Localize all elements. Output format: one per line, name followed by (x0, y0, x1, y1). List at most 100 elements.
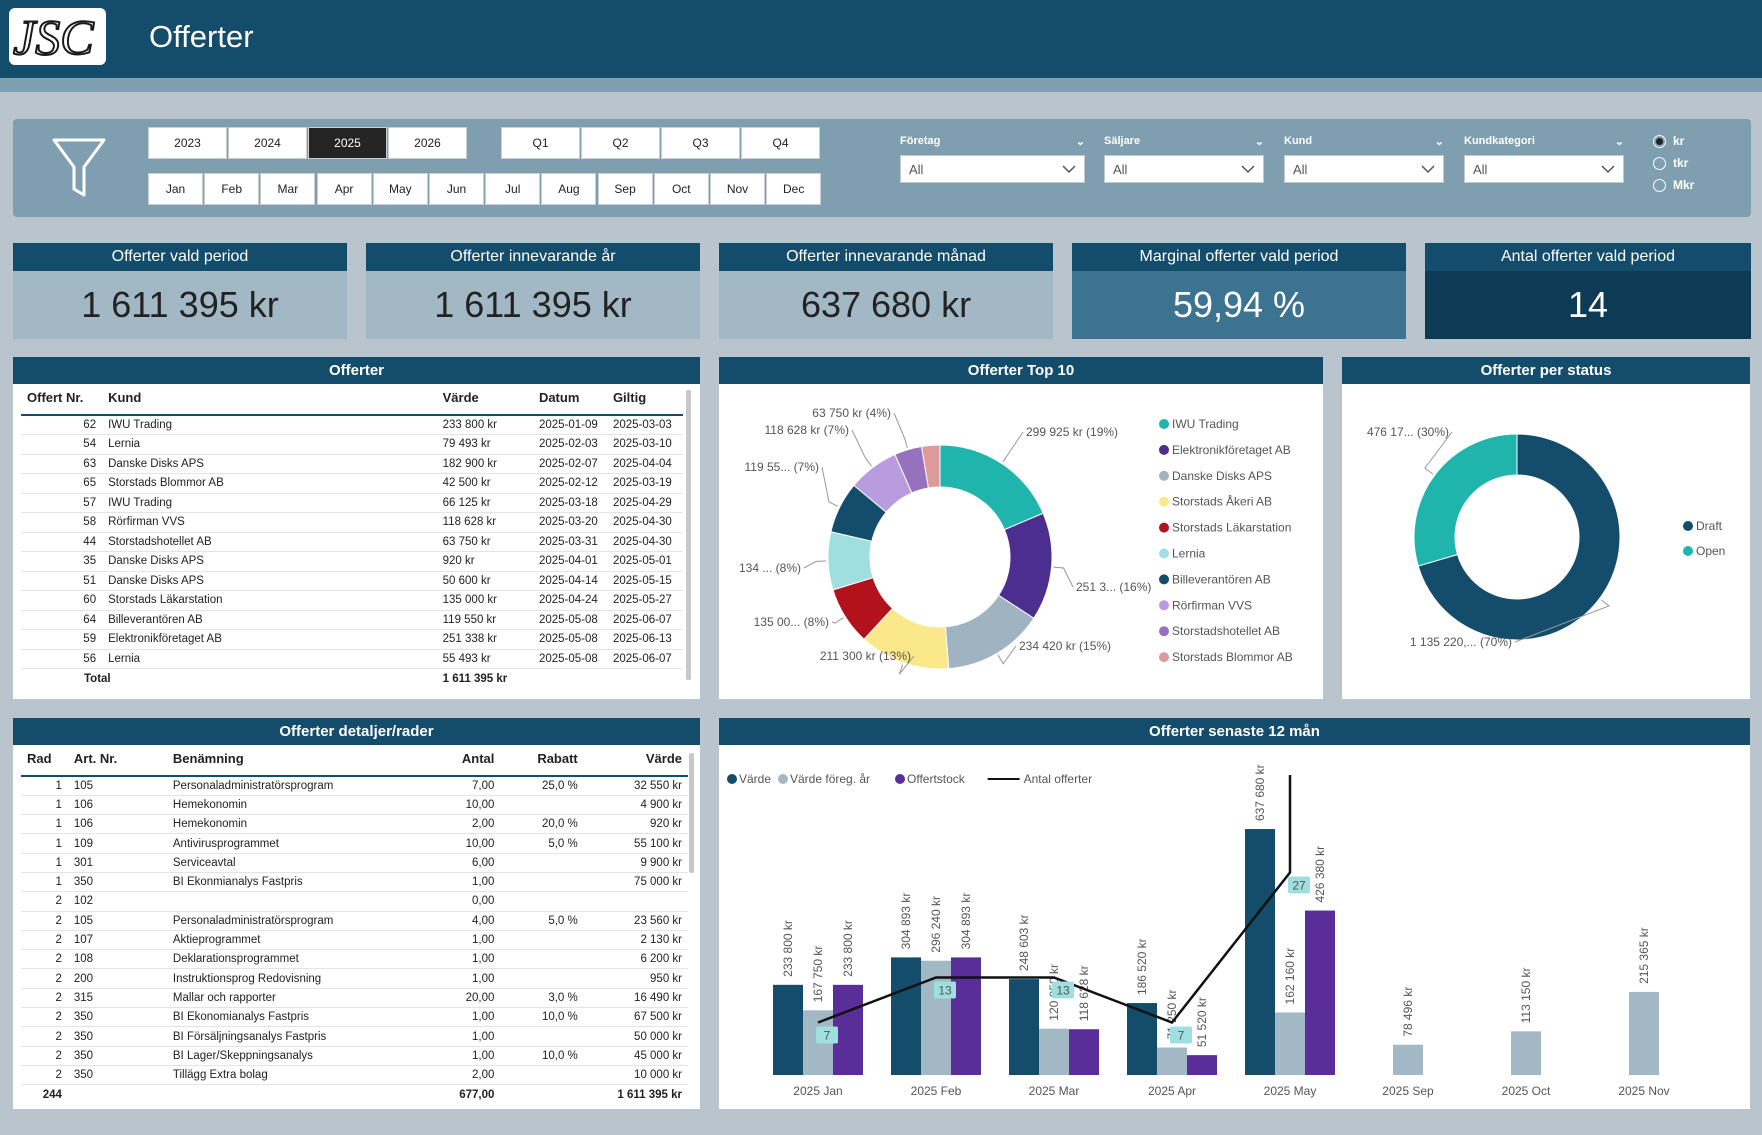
donut-slice[interactable] (1417, 433, 1621, 641)
table-row[interactable]: 2 107 Aktieprogrammet 1,00 2 130 kr (21, 930, 688, 951)
column-header[interactable]: Värde (583, 745, 688, 777)
offers-scrollbar[interactable] (686, 390, 691, 680)
column-header[interactable]: Kund (102, 384, 437, 416)
table-row[interactable]: 2 350 Tillägg Extra bolag 2,00 10 000 kr (21, 1065, 688, 1086)
table-row[interactable]: 1 350 BI Ekonmianalys Fastpris 1,00 75 000 k… (21, 872, 688, 893)
table-row[interactable]: 65 Storstads Blommor AB 42 500 kr 2025-02-1… (21, 473, 683, 494)
bar[interactable] (1157, 1047, 1187, 1075)
line-series[interactable] (817, 775, 1292, 1024)
table-row[interactable]: 1 109 Antivirusprogrammet 10,00 5,0 % 55 100 … (21, 833, 688, 854)
legend-label[interactable]: Danske Disks APS (1172, 469, 1272, 483)
month-sep[interactable]: Sep (597, 173, 653, 205)
table-row[interactable]: 44 Storstadshotellet AB 63 750 kr 2025-03-3… (21, 532, 683, 552)
column-header[interactable]: Rad (21, 745, 68, 777)
month-dec[interactable]: Dec (766, 173, 822, 205)
unit-kr[interactable]: kr (1653, 134, 1684, 148)
bar[interactable] (1187, 1055, 1217, 1075)
bar[interactable] (1305, 910, 1335, 1075)
radio-icon[interactable] (1653, 134, 1666, 148)
table-row[interactable]: 57 IWU Trading 66 125 kr 2025-03-18 2025-04-… (21, 493, 683, 513)
legend-label[interactable]: Storstads Åkeri AB (1172, 494, 1272, 509)
table-row[interactable]: 2 102 0,00 (21, 891, 688, 912)
bar[interactable] (1511, 1031, 1541, 1075)
table-row[interactable]: 2 350 BI Ekonomianalys Fastpris 1,00 10,0 % 6… (21, 1007, 688, 1028)
table-row[interactable]: 56 Lernia 55 493 kr 2025-05-08 2025-06-07 (21, 649, 683, 669)
quarter-q1[interactable]: Q1 (501, 127, 580, 159)
dropdown-företag[interactable]: Företag ⌄ All (900, 135, 1085, 183)
legend-label[interactable]: Draft (1696, 519, 1723, 533)
table-row[interactable]: 54 Lernia 79 493 kr 2025-02-03 2025-03-10 (21, 434, 683, 455)
table-row[interactable]: 2 105 Personaladministratörsprogram 4,00 5,0… (21, 911, 688, 931)
bar[interactable] (1629, 991, 1659, 1075)
table-row[interactable]: 1 106 Hemekonomin 2,00 20,0 % 920 kr (21, 814, 688, 835)
legend-label[interactable]: Elektronikföretaget AB (1172, 443, 1291, 457)
month-jan[interactable]: Jan (148, 173, 203, 205)
table-row[interactable]: 58 Rörfirman VVS 118 628 kr 2025-03-20 2025-… (21, 512, 683, 533)
unit-tkr[interactable]: tkr (1653, 156, 1688, 170)
table-row[interactable]: 2 350 BI Lager/Skeppningsanalys 1,00 10,0 % 4… (21, 1046, 688, 1066)
bar[interactable] (921, 960, 951, 1075)
column-header[interactable]: Värde (436, 384, 533, 416)
table-row[interactable]: 51 Danske Disks APS 50 600 kr 2025-04-14 202… (21, 571, 683, 591)
year-2025[interactable]: 2025 (308, 127, 387, 159)
legend-label[interactable]: Storstads Läkarstation (1172, 521, 1291, 535)
table-row[interactable]: 2 315 Mallar och rapporter 20,00 3,0 % 16 490… (21, 988, 688, 1009)
donut-slice[interactable] (939, 444, 1044, 531)
month-may[interactable]: May (372, 173, 428, 205)
column-header[interactable]: Antal (417, 745, 501, 777)
bar[interactable] (951, 957, 981, 1075)
legend-label[interactable]: Storstadshotellet AB (1172, 624, 1280, 638)
table-row[interactable]: 2 108 Deklarationsprogrammet 1,00 6 200 kr (21, 949, 688, 970)
month-jun[interactable]: Jun (429, 173, 484, 205)
table-row[interactable]: 59 Elektronikföretaget AB 251 338 kr 2025-0… (21, 629, 683, 650)
legend-label[interactable]: Offertstock (907, 772, 966, 786)
table-row[interactable]: 35 Danske Disks APS 920 kr 2025-04-01 2025-0… (21, 551, 683, 572)
bar[interactable] (1275, 1012, 1305, 1075)
legend-label[interactable]: Open (1696, 544, 1725, 558)
table-row[interactable]: 60 Storstads Läkarstation 135 000 kr 2025-0… (21, 590, 683, 611)
bar[interactable] (773, 984, 803, 1075)
bar[interactable] (1039, 1028, 1069, 1075)
month-oct[interactable]: Oct (653, 173, 709, 205)
year-2023[interactable]: 2023 (148, 127, 227, 159)
year-2024[interactable]: 2024 (228, 127, 307, 159)
legend-label[interactable]: Billeverantören AB (1172, 572, 1271, 586)
table-row[interactable]: 1 105 Personaladministratörsprogram 7,00 25,… (21, 776, 688, 796)
column-header[interactable]: Rabatt (500, 745, 584, 777)
dropdown-value[interactable]: All (1464, 155, 1624, 183)
donut-slice[interactable] (1413, 433, 1518, 567)
column-header[interactable]: Offert Nr. (21, 384, 103, 416)
legend-label[interactable]: Lernia (1172, 547, 1206, 561)
table-row[interactable]: 64 Billeverantören AB 119 550 kr 2025-05-08… (21, 610, 683, 630)
bar[interactable] (891, 957, 921, 1075)
bar[interactable] (1245, 829, 1275, 1075)
donut-slice[interactable] (920, 444, 941, 489)
legend-label[interactable]: Värde föreg. år (790, 772, 870, 786)
column-header[interactable]: Giltig (606, 384, 683, 416)
table-row[interactable]: 1 301 Serviceavtal 6,00 9 900 kr (21, 853, 688, 873)
unit-mkr[interactable]: Mkr (1653, 178, 1694, 192)
bar[interactable] (1069, 1029, 1099, 1075)
table-row[interactable]: 62 IWU Trading 233 800 kr 2025-01-09 2025-03… (21, 415, 683, 435)
dropdown-value[interactable]: All (1284, 155, 1444, 183)
quarter-q4[interactable]: Q4 (741, 127, 820, 159)
table-row[interactable]: 1 106 Hemekonomin 10,00 4 900 kr (21, 795, 688, 816)
legend-label[interactable]: Storstads Blommor AB (1172, 650, 1293, 664)
month-aug[interactable]: Aug (541, 173, 597, 205)
table-row[interactable]: 2 350 BI Försäljningsanalys Fastpris 1,00 50… (21, 1026, 688, 1047)
details-scrollbar[interactable] (689, 753, 694, 873)
year-2026[interactable]: 2026 (388, 127, 467, 159)
dropdown-value[interactable]: All (900, 155, 1085, 183)
month-apr[interactable]: Apr (316, 173, 372, 205)
column-header[interactable]: Benämning (166, 745, 418, 777)
quarter-q2[interactable]: Q2 (581, 127, 660, 159)
radio-icon[interactable] (1653, 156, 1666, 170)
column-header[interactable]: Datum (532, 384, 607, 416)
table-row[interactable]: 2 200 Instruktionsprog Redovisning 1,00 950 … (21, 968, 688, 989)
table-row[interactable]: 63 Danske Disks APS 182 900 kr 2025-02-07 20… (21, 454, 683, 474)
dropdown-kundkategori[interactable]: Kundkategori ⌄ All (1464, 135, 1624, 183)
bar[interactable] (1393, 1044, 1423, 1075)
legend-label[interactable]: IWU Trading (1172, 417, 1239, 431)
dropdown-value[interactable]: All (1104, 155, 1264, 183)
radio-icon[interactable] (1653, 178, 1666, 192)
